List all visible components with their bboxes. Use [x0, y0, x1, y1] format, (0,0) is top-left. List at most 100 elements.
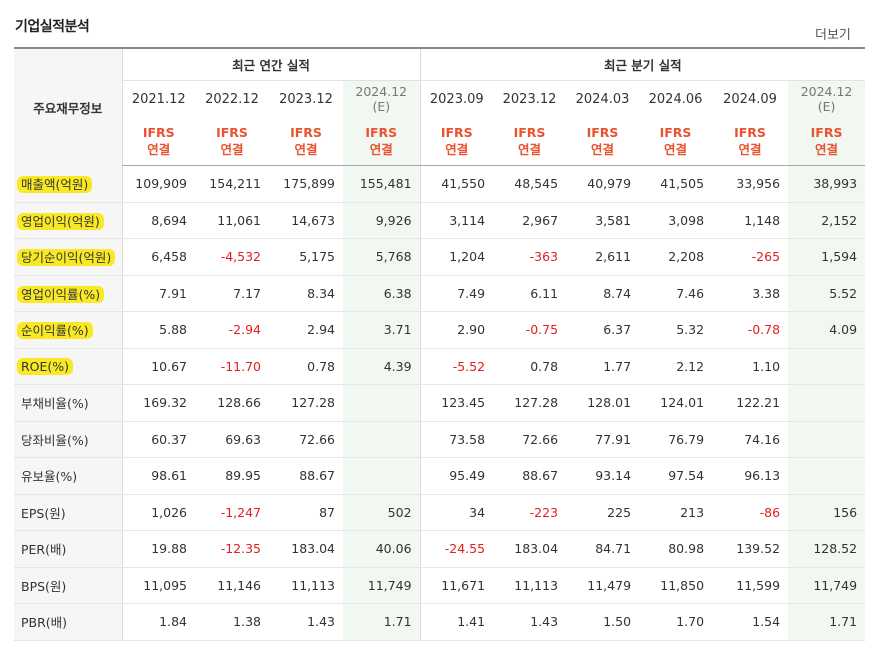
- value-cell: 156: [788, 493, 866, 531]
- value-cell: 1.43: [269, 603, 343, 641]
- row-label-cell: PER(배): [14, 530, 122, 568]
- value-cell: 87: [269, 493, 343, 531]
- value-cell: 1.77: [566, 348, 640, 385]
- row-label-cell: 부채비율(%): [14, 384, 122, 422]
- value-cell: 127.28: [269, 384, 343, 422]
- value-cell: 11,113: [269, 567, 343, 604]
- row-label: 부채비율(%): [21, 396, 89, 412]
- value-cell: [343, 384, 421, 422]
- row-label-cell: PBR(배): [14, 603, 122, 641]
- period-basis-1: IFRS 연결: [195, 117, 269, 166]
- value-cell: 93.14: [566, 457, 640, 495]
- value-cell: 1.50: [566, 603, 640, 641]
- value-cell: 7.91: [121, 274, 195, 312]
- value-cell: 1.84: [121, 603, 195, 641]
- table-row: BPS(원) 11,095 11,146 11,113 11,749 11,671 11,1…: [14, 567, 866, 604]
- consolidated-label: 연결: [294, 142, 318, 157]
- value-cell: 72.66: [269, 421, 343, 458]
- value-cell: 225: [566, 493, 640, 531]
- value-cell: 1.10: [712, 348, 789, 385]
- value-cell: 89.95: [195, 457, 269, 495]
- more-link[interactable]: 더보기: [815, 28, 851, 43]
- value-cell: 98.61: [121, 457, 195, 495]
- period-year-text: 2024.06: [648, 91, 703, 107]
- period-basis-2: IFRS 연결: [269, 117, 343, 166]
- ifrs-label: IFRS: [513, 125, 546, 140]
- value-cell: 0.78: [269, 348, 343, 385]
- period-basis-3: IFRS 연결: [343, 117, 421, 166]
- value-cell: 11,113: [493, 567, 567, 604]
- value-cell: [343, 421, 421, 458]
- value-cell: 502: [343, 493, 421, 531]
- value-cell: 2,611: [566, 238, 640, 276]
- period-basis-9: IFRS 연결: [788, 117, 866, 166]
- value-cell: 80.98: [639, 530, 713, 568]
- value-cell: 40,979: [566, 165, 640, 203]
- period-year-text: 2024.09: [723, 91, 777, 107]
- value-cell: 123.45: [419, 384, 494, 422]
- value-cell: 19.88: [121, 530, 195, 568]
- row-label-cell: 영업이익(억원): [14, 202, 122, 239]
- table-row: 영업이익(억원) 8,694 11,061 14,673 9,926 3,114 2,967…: [14, 202, 866, 239]
- value-cell: 3,114: [419, 202, 494, 239]
- row-label: 영업이익(억원): [17, 212, 104, 230]
- table-row: 당기순이익(억원) 6,458 -4,532 5,175 5,768 1,204 -363 2…: [14, 238, 866, 276]
- table-row: PER(배) 19.88 -12.35 183.04 40.06 -24.55 183.04…: [14, 530, 866, 568]
- period-year-text: 2023.09: [429, 91, 484, 107]
- value-cell: 4.39: [343, 348, 421, 385]
- value-cell: 2.94: [269, 311, 343, 349]
- ifrs-label: IFRS: [659, 125, 692, 140]
- period-year-text: 2022.12: [205, 91, 259, 107]
- consolidated-label: 연결: [369, 142, 393, 157]
- estimate-mark: (E): [372, 99, 391, 114]
- value-cell: 139.52: [712, 530, 789, 568]
- value-cell: 40.06: [343, 530, 421, 568]
- value-cell: 6.38: [343, 274, 421, 312]
- row-label: EPS(원): [21, 505, 66, 521]
- value-cell: 11,095: [121, 567, 195, 604]
- period-year-text: 2023.12: [279, 91, 333, 107]
- period-basis-5: IFRS 연결: [493, 117, 567, 166]
- value-cell: 48,545: [493, 165, 567, 203]
- value-cell: 34: [419, 493, 494, 531]
- row-label: 영업이익률(%): [17, 285, 105, 303]
- period-year-text: 2021.12: [131, 91, 186, 107]
- value-cell: -0.75: [493, 311, 567, 349]
- ifrs-label: IFRS: [290, 125, 322, 140]
- period-year-text: 2023.12: [502, 91, 557, 107]
- value-cell: 3,098: [639, 202, 713, 239]
- estimate-mark: (E): [817, 99, 836, 114]
- row-label: ROE(%): [17, 357, 74, 375]
- period-basis-8: IFRS 연결: [712, 117, 789, 166]
- value-cell: -11.70: [195, 348, 269, 385]
- row-label: 매출액(억원): [17, 176, 93, 193]
- row-label-cell: BPS(원): [14, 567, 122, 604]
- value-cell: 7.46: [639, 274, 713, 312]
- value-cell: 95.49: [419, 457, 494, 495]
- period-year-text: 2024.03: [575, 91, 630, 107]
- value-cell: 5.88: [121, 311, 195, 349]
- value-cell: 175,899: [269, 165, 343, 203]
- value-cell: 2.90: [419, 311, 494, 349]
- value-cell: -265: [712, 238, 789, 276]
- value-cell: 1.54: [712, 603, 789, 641]
- value-cell: 127.28: [493, 384, 567, 422]
- value-cell: -223: [493, 493, 567, 531]
- table-row: EPS(원) 1,026 -1,247 87 502 34 -223 225 213 -86 156: [14, 493, 866, 531]
- value-cell: 9,926: [343, 202, 421, 239]
- value-cell: 5,175: [269, 238, 343, 276]
- value-cell: 69.63: [195, 421, 269, 458]
- row-label: 순이익률(%): [17, 322, 93, 340]
- table-row: 매출액(억원) 109,909 154,211 175,899 155,481 41,55…: [14, 165, 866, 203]
- consolidated-label: 연결: [738, 142, 762, 157]
- value-cell: 11,599: [712, 567, 789, 604]
- value-cell: 11,146: [195, 567, 269, 604]
- consolidated-label: 연결: [591, 142, 615, 157]
- value-cell: 3,581: [566, 202, 640, 239]
- row-label-cell: EPS(원): [14, 493, 122, 531]
- table-row: 부채비율(%) 169.32 128.66 127.28 123.45 127.28 128…: [14, 384, 866, 422]
- period-year-9: 2024.12 (E): [788, 80, 866, 117]
- value-cell: -0.78: [712, 311, 789, 349]
- value-cell: 6.11: [493, 274, 567, 312]
- value-cell: 1,148: [712, 202, 789, 239]
